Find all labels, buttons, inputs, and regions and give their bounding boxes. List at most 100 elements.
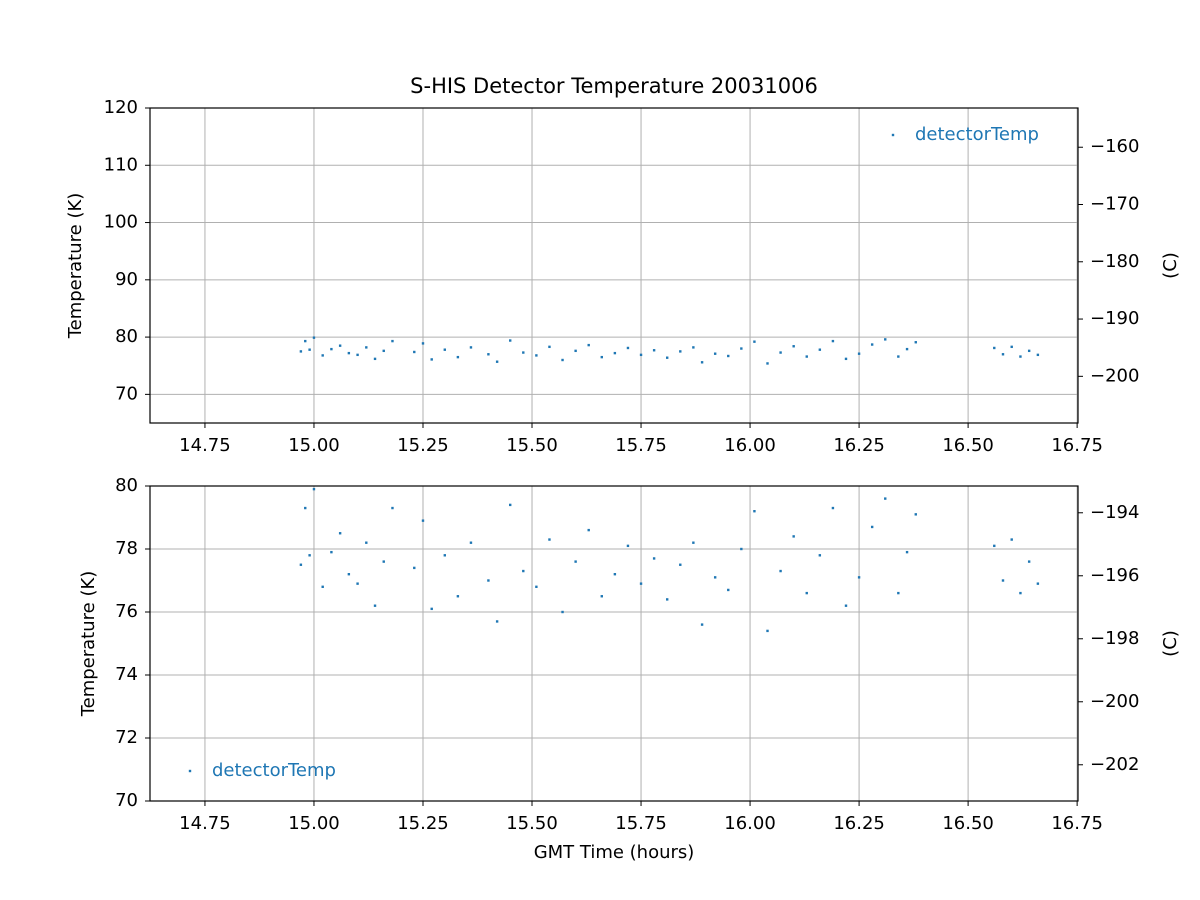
point: [391, 339, 394, 343]
point: [430, 607, 433, 611]
y2-tick-label: −190: [1090, 308, 1139, 329]
point: [626, 544, 630, 548]
point: [535, 585, 538, 588]
legend-label: detectorTemp: [915, 124, 1039, 145]
y-tick-label: 78: [115, 538, 138, 559]
point: [495, 620, 499, 623]
point: [312, 336, 316, 339]
y-tick-label: 76: [115, 601, 138, 622]
point: [587, 343, 590, 347]
legend-marker: [188, 769, 192, 773]
point: [574, 560, 577, 563]
point: [897, 591, 900, 595]
point: [713, 352, 717, 355]
point: [443, 348, 446, 351]
point: [914, 341, 917, 344]
point: [509, 503, 512, 507]
point: [844, 604, 848, 607]
point: [1010, 345, 1013, 349]
point: [587, 528, 590, 532]
x-tick-label: 15.75: [615, 435, 667, 456]
point: [692, 346, 695, 349]
point: [792, 345, 795, 348]
point: [639, 582, 643, 585]
point: [740, 347, 743, 350]
y2-tick-label: −200: [1090, 365, 1139, 386]
y-tick-label: 90: [115, 269, 138, 290]
point: [365, 346, 368, 349]
legend-label: detectorTemp: [212, 760, 336, 781]
point: [382, 349, 385, 353]
x-tick-label: 16.50: [942, 435, 994, 456]
point: [818, 348, 822, 351]
point: [561, 610, 564, 614]
point: [373, 357, 377, 361]
point: [338, 532, 342, 535]
point: [421, 342, 425, 345]
point: [321, 354, 324, 357]
point: [347, 351, 351, 355]
point: [304, 339, 307, 343]
point: [613, 351, 617, 355]
point: [391, 506, 394, 510]
point: [1019, 355, 1022, 358]
axes-frame: [149, 485, 1079, 802]
point: [1001, 353, 1005, 356]
point: [308, 554, 311, 557]
point: [600, 355, 603, 359]
point: [727, 354, 730, 358]
point: [330, 347, 333, 351]
point: [692, 541, 695, 544]
point: [884, 338, 887, 341]
point: [574, 349, 577, 353]
y-tick-label: 74: [115, 664, 138, 685]
legend-marker: [891, 133, 895, 137]
y-tick-label: 70: [115, 383, 138, 404]
axes-frame: [149, 107, 1079, 424]
point: [766, 362, 769, 365]
point: [308, 348, 311, 351]
point: [321, 585, 324, 588]
x-tick-label: 16.75: [1051, 813, 1103, 834]
point: [1001, 579, 1005, 582]
point: [1019, 591, 1022, 595]
point: [299, 563, 303, 566]
y-tick-label: 100: [104, 212, 138, 233]
y2-tick-label: −180: [1090, 251, 1139, 272]
x-tick-label: 15.75: [615, 813, 667, 834]
x-tick-label: 15.50: [506, 813, 558, 834]
x-tick-label: 16.50: [942, 813, 994, 834]
point: [443, 554, 446, 557]
point: [857, 576, 861, 579]
point: [1027, 560, 1031, 563]
x-tick-label: 16.25: [833, 435, 885, 456]
y-tick-label: 110: [104, 154, 138, 175]
point: [356, 353, 359, 357]
x-tick-label: 16.00: [724, 435, 776, 456]
chart-title: S-HIS Detector Temperature 20031006: [410, 74, 818, 98]
x-axis-label: GMT Time (hours): [534, 842, 695, 863]
point: [713, 576, 717, 579]
x-tick-label: 16.25: [833, 813, 885, 834]
point: [299, 350, 303, 353]
point: [870, 343, 874, 346]
point: [740, 547, 743, 551]
point: [509, 339, 512, 342]
point: [766, 629, 769, 633]
y2-tick-label: −200: [1090, 691, 1139, 712]
point: [805, 355, 808, 358]
point: [561, 358, 564, 362]
point: [613, 573, 617, 576]
point: [905, 347, 909, 351]
x-tick-label: 16.00: [724, 813, 776, 834]
point: [779, 351, 782, 354]
y-tick-label: 120: [104, 97, 138, 118]
x-tick-label: 14.75: [179, 435, 231, 456]
point: [857, 352, 861, 355]
point: [413, 566, 416, 570]
y-tick-label: 70: [115, 790, 138, 811]
x-tick-label: 15.25: [397, 435, 449, 456]
y2-axis-label: (C): [1160, 630, 1181, 657]
point: [666, 356, 669, 359]
point: [831, 506, 835, 510]
